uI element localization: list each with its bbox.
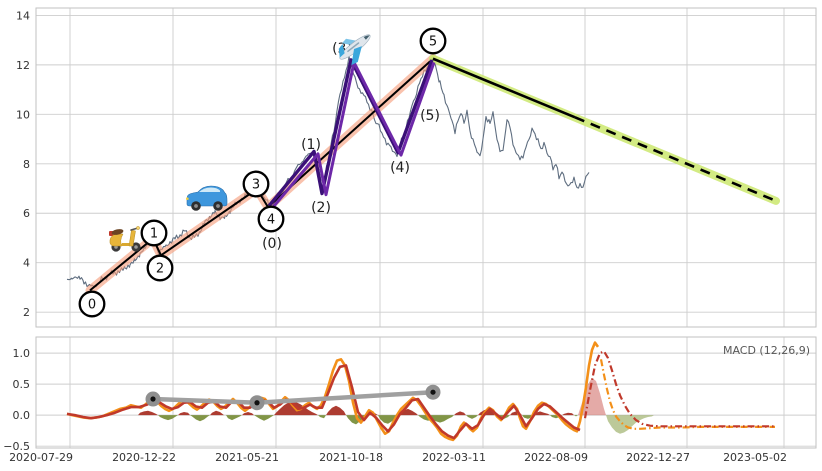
macd-line-solid: [66, 341, 600, 442]
macd-histogram-mound: [418, 415, 454, 423]
macd-histogram-mound: [398, 408, 418, 416]
airplane-icon: [338, 34, 371, 66]
elliott-wave-circle: [257, 205, 285, 233]
macd-histogram-mound: [138, 410, 158, 416]
macd-histogram-mound: [254, 415, 274, 421]
macd-histogram-mound: [226, 415, 242, 421]
x-axis-tick-label: 2023-05-02: [723, 451, 787, 464]
macd-histogram-mound: [158, 415, 178, 421]
gridlines: [35, 7, 817, 449]
subwave-line-inner: [271, 60, 436, 209]
subwave-line-outer: [267, 58, 434, 207]
elliott-wave-number: 5: [429, 35, 437, 50]
macd-histogram-mound: [578, 377, 606, 416]
elliott-wave-circle: [419, 27, 447, 55]
y-axis-tick-label: 2: [23, 306, 30, 319]
subwave-label: (2): [311, 200, 331, 216]
macd-histogram-mound: [178, 412, 190, 416]
subwave-label: (5): [420, 108, 440, 124]
elliott-wave-number: 4: [267, 213, 275, 228]
y-axis-tick-label: −0.5: [3, 440, 30, 453]
x-axis-tick-label: 2021-05-21: [215, 451, 279, 464]
elliott-wave-number: 0: [88, 298, 96, 313]
x-axis-tick-label: 2020-12-22: [112, 451, 176, 464]
y-axis-tick-label: 0.5: [13, 378, 31, 391]
macd-histogram-mound: [466, 415, 478, 419]
signal-line-solid: [66, 364, 581, 440]
forecast-line-dashed: [574, 116, 777, 203]
macd-histogram-mound: [242, 412, 254, 416]
car-icon: [186, 185, 228, 211]
x-axis-tick-label: 2021-10-18: [319, 451, 383, 464]
elliott-wave-circle: [78, 290, 106, 318]
elliott-wave-circle: [146, 254, 174, 282]
y-axis-tick-label: 14: [16, 9, 30, 22]
x-axis-tick-label: 2022-03-11: [422, 451, 486, 464]
macd-histogram-mound: [318, 415, 326, 419]
x-axis-tick-label: 2020-07-29: [9, 451, 73, 464]
subwave-label: (0): [262, 236, 282, 252]
elliott-wave-circle: [140, 219, 168, 247]
macd-trend-dot-center: [150, 396, 156, 402]
y-axis-tick-label: 8: [23, 158, 30, 171]
macd-trend-line: [150, 389, 436, 405]
elliott-wave-number: 2: [156, 262, 164, 277]
macd-histogram-mound: [326, 405, 346, 416]
macd-histogram-mound: [190, 415, 210, 422]
wave-overlay-layer: [85, 54, 780, 295]
macd-panel-border: [35, 336, 817, 449]
y-axis-tick-label: 10: [16, 108, 30, 121]
y-axis-tick-label: 4: [23, 257, 30, 270]
macd-histogram-mound: [562, 412, 574, 416]
macd-legend-label: MACD (12,26,9): [723, 344, 810, 357]
y-axis-tick-label: 6: [23, 207, 30, 220]
elliott-wave-circle: [242, 170, 270, 198]
scooter-icon: [109, 226, 141, 252]
x-axis-tick-label: 2022-08-09: [524, 451, 588, 464]
elliott-wave-number: 3: [252, 178, 260, 193]
signal-line-dashdot: [583, 349, 775, 428]
macd-trend-dot-center: [430, 389, 436, 395]
elliott-wave-number: 1: [150, 227, 158, 242]
subwave-label: (4): [390, 160, 410, 176]
macd-histogram-mound: [378, 415, 398, 424]
macd-histogram-mound: [574, 415, 578, 417]
macd-panel-layer: [66, 341, 775, 442]
y-axis-tick-label: 1.0: [13, 347, 31, 360]
y-axis-tick-label: 12: [16, 59, 30, 72]
macd-trend-dot-center: [254, 400, 260, 406]
price-panel-border: [35, 7, 817, 328]
macd-histogram-mound: [210, 410, 226, 416]
x-axis-tick-label: 2022-12-27: [626, 451, 690, 464]
forecast-line-solid: [432, 57, 576, 119]
subwave-label: (1): [301, 137, 321, 153]
y-axis-tick-label: 0.0: [13, 409, 31, 422]
macd-histogram-mound: [454, 411, 466, 416]
macd-histogram-mound: [534, 411, 550, 416]
